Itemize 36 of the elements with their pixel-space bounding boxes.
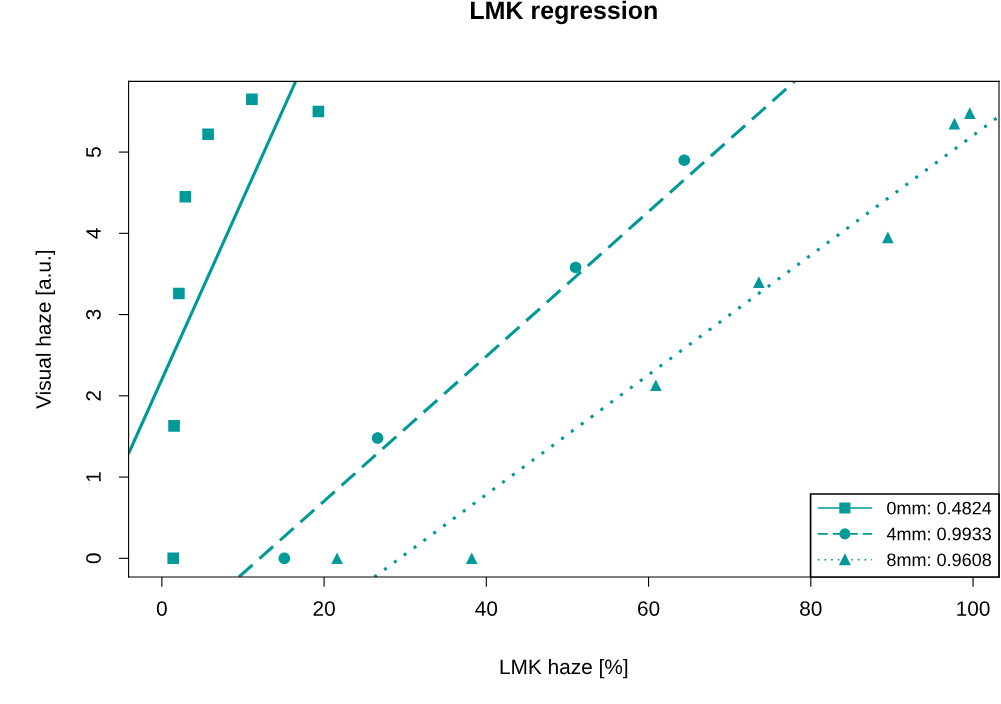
point [246, 93, 258, 106]
point [650, 379, 662, 392]
point [371, 432, 384, 444]
legend-label: 0mm: 0.4824 [887, 501, 992, 515]
x-tick-label: 0 [156, 601, 167, 616]
point [753, 276, 765, 288]
y-tick-label: 5 [86, 147, 101, 158]
x-axis-title: LMK haze [%] [500, 658, 628, 679]
point [331, 552, 343, 565]
y-tick-label: 1 [86, 472, 101, 482]
point [882, 231, 894, 244]
point [202, 128, 214, 141]
point [168, 420, 180, 432]
point [278, 552, 291, 565]
point [948, 117, 961, 130]
x-tick-label: 80 [800, 601, 822, 616]
x-tick-label: 40 [475, 601, 498, 616]
y-axis-title: Visual haze [a.u.] [35, 250, 56, 409]
point [678, 154, 691, 167]
point [167, 552, 180, 565]
point [569, 261, 582, 274]
point [963, 107, 976, 119]
legend-label: 4mm: 0.9933 [886, 527, 991, 541]
y-tick-label: 2 [86, 391, 101, 401]
point [465, 552, 478, 565]
y-tick-label: 0 [86, 553, 101, 564]
point [312, 105, 325, 118]
y-tick-label: 3 [86, 309, 101, 320]
y-tick-label: 4 [86, 228, 101, 239]
legend-label: 8mm: 0.9608 [887, 553, 991, 567]
x-tick-label: 100 [957, 601, 990, 616]
chart-title: LMK regression [471, 0, 657, 25]
point [173, 287, 185, 300]
point [179, 190, 192, 203]
x-tick-label: 20 [313, 601, 335, 616]
x-tick-label: 60 [638, 601, 660, 616]
